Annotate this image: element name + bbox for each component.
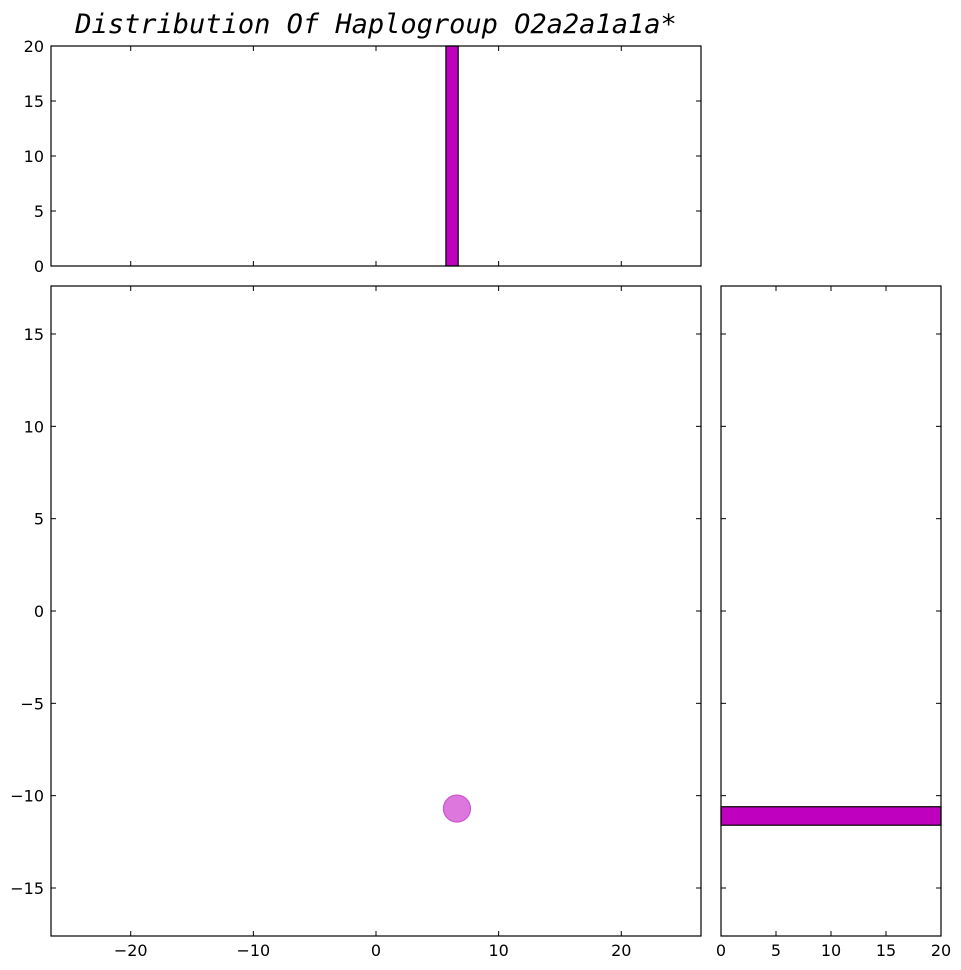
scatter-x-tick-label: 0 <box>371 941 381 960</box>
y-histogram-x-tick-label: 10 <box>821 941 841 960</box>
scatter-x-tick-label: −10 <box>236 941 270 960</box>
scatter-point <box>442 794 472 823</box>
x-histogram-panel: 0 5 10 15 20 <box>24 37 702 276</box>
scatter-x-tick-label: 10 <box>488 941 508 960</box>
y-histogram-x-tick-label: 0 <box>716 941 726 960</box>
scatter-panel: −20 −10 0 10 20 15 10 5 0 −5 −10 −15 <box>10 285 702 960</box>
scatter-y-tick-label: −15 <box>10 879 44 898</box>
x-histogram-y-tick-label: 15 <box>24 92 44 111</box>
x-histogram-y-tick-label: 0 <box>34 257 44 276</box>
x-histogram-bar <box>445 45 459 267</box>
scatter-y-tick-label: 5 <box>34 510 44 529</box>
scatter-y-tick-label: 10 <box>24 417 44 436</box>
scatter-y-tick-label: −5 <box>20 694 44 713</box>
chart-title: Distribution Of Haplogroup O2a2a1a1a* <box>74 9 676 40</box>
scatter-axes-frame <box>50 285 702 937</box>
y-histogram-panel: 0 5 10 15 20 <box>716 285 951 960</box>
scatter-x-tick-label: 20 <box>611 941 631 960</box>
scatter-y-tick-label: 15 <box>24 325 44 344</box>
scatter-y-tick-label: 0 <box>34 602 44 621</box>
x-histogram-y-tick-label: 5 <box>34 202 44 221</box>
y-histogram-axes-frame <box>720 285 942 937</box>
x-histogram-y-tick-label: 20 <box>24 37 44 56</box>
y-histogram-x-tick-label: 20 <box>931 941 951 960</box>
y-histogram-x-tick-label: 5 <box>771 941 781 960</box>
y-histogram-bar <box>720 806 942 826</box>
x-histogram-axes-frame <box>50 45 702 267</box>
scatter-x-tick-label: −20 <box>114 941 148 960</box>
y-histogram-x-tick-label: 15 <box>876 941 896 960</box>
x-histogram-y-tick-label: 10 <box>24 147 44 166</box>
scatter-y-tick-label: −10 <box>10 787 44 806</box>
